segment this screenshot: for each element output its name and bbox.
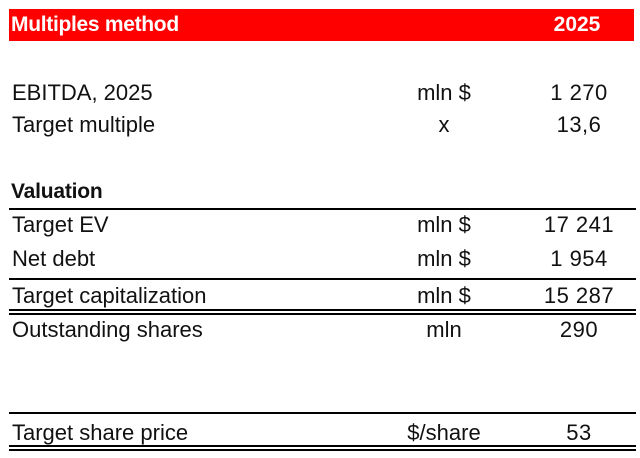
divider (9, 278, 636, 280)
row-value: 15 287 (543, 283, 615, 308)
row-unit: mln (426, 317, 462, 342)
ebitda-row: EBITDA, 2025 mln $ 1 270 (9, 80, 634, 112)
target-ev-row: Target EV mln $ 17 241 (9, 212, 634, 244)
row-label: Net debt (12, 246, 96, 271)
target-capitalization-row: Target capitalization mln $ 15 287 (9, 283, 634, 315)
row-value: 53 (566, 420, 592, 445)
double-divider (9, 445, 636, 451)
row-label: Outstanding shares (12, 317, 203, 342)
row-label: EBITDA, 2025 (12, 80, 153, 105)
divider (9, 208, 636, 210)
row-label: Target share price (12, 420, 189, 445)
row-label: Target multiple (12, 112, 156, 137)
table-header: Multiples method 2025 (9, 9, 634, 41)
outstanding-shares-row: Outstanding shares mln 290 (9, 317, 634, 349)
row-unit: mln $ (417, 212, 471, 237)
row-unit: mln $ (417, 80, 471, 105)
row-value: 17 241 (543, 212, 615, 237)
row-label: Target capitalization (12, 283, 207, 308)
valuation-heading: Valuation (11, 180, 103, 203)
row-unit: mln $ (417, 246, 471, 271)
row-label: Target EV (12, 212, 109, 237)
target-share-price-row: Target share price $/share 53 (9, 420, 634, 452)
row-unit: x (438, 112, 450, 137)
row-value: 1 954 (550, 246, 608, 271)
row-value: 13,6 (556, 112, 602, 137)
net-debt-row: Net debt mln $ 1 954 (9, 246, 634, 278)
divider (9, 412, 636, 414)
row-unit: $/share (407, 420, 481, 445)
double-divider (9, 309, 636, 315)
table-title: Multiples method (11, 13, 179, 36)
row-value: 290 (559, 317, 599, 342)
row-unit: mln $ (417, 283, 471, 308)
row-value: 1 270 (550, 80, 608, 105)
year-header: 2025 (553, 13, 601, 36)
target-multiple-row: Target multiple x 13,6 (9, 112, 634, 144)
